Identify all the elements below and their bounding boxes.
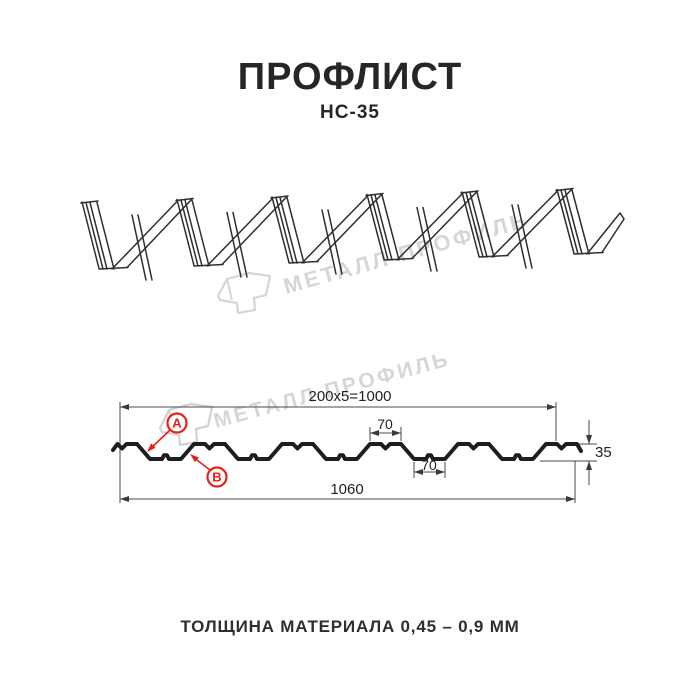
- thickness-note: ТОЛЩИНА МАТЕРИАЛА 0,45 – 0,9 ММ: [180, 617, 520, 636]
- page-title: ПРОФЛИСТ: [237, 56, 463, 98]
- dim-height-label: 35: [595, 444, 612, 461]
- page-subtitle: НС-35: [320, 102, 380, 123]
- marker-a-letter: A: [172, 416, 182, 431]
- dimension-arrows: [120, 404, 592, 502]
- marker-a-badge: A: [147, 412, 188, 452]
- dim-total-width-label: 1060: [330, 481, 363, 498]
- cross-section-profile: [111, 442, 583, 461]
- profile-3d-drawing: [80, 187, 625, 281]
- dim-bottom-flange-label: 70: [421, 457, 437, 473]
- marker-b-badge: B: [190, 454, 228, 488]
- watermark-logo-icon: [216, 271, 272, 315]
- watermark-text: МЕТАЛЛ ПРОФИЛЬ: [281, 207, 532, 299]
- marker-b-letter: B: [212, 470, 221, 485]
- dim-module-label: 200x5=1000: [309, 388, 392, 405]
- dim-top-flange-label: 70: [377, 416, 393, 432]
